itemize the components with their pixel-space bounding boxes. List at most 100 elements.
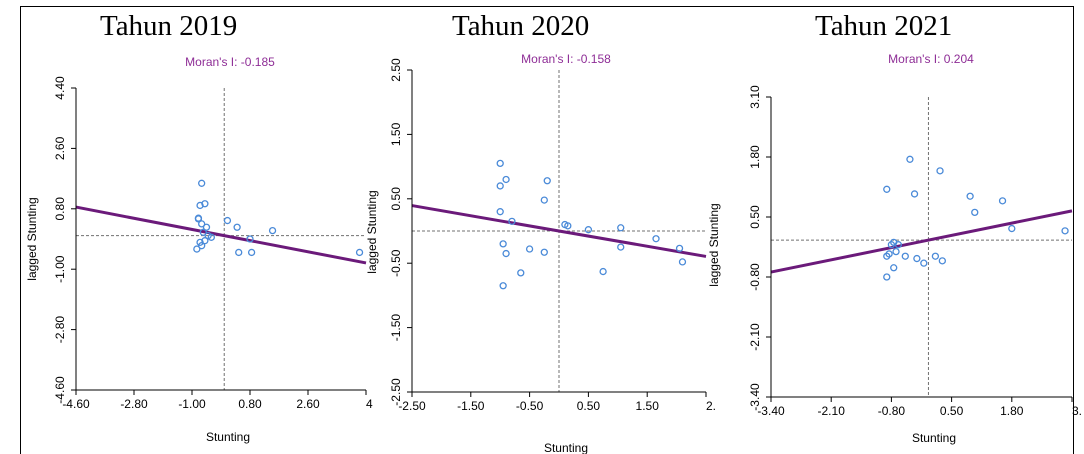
p3-data-point — [1061, 227, 1069, 235]
p2-data-point — [617, 243, 625, 251]
p2-data-point — [543, 177, 551, 185]
p3-data-point — [920, 259, 928, 267]
p3-y-tick-label: 1.80 — [748, 145, 762, 169]
p2-data-point — [525, 245, 534, 253]
p1-x-tick-label: -2.80 — [120, 397, 148, 411]
p2-x-tick-label: -2.50 — [398, 399, 426, 413]
frame-left-border — [20, 6, 21, 454]
p1-data-point — [235, 248, 243, 257]
p1-y-axis-label: lagged Stunting — [25, 197, 39, 280]
p1-data-point — [199, 228, 207, 236]
panel-title-2021: Tahun 2021 — [815, 10, 953, 42]
p2-data-point — [675, 244, 684, 253]
p2-data-point — [517, 269, 525, 277]
p2-data-point — [652, 235, 660, 243]
p2-data-point — [496, 182, 504, 190]
p1-y-tick-label: 0.80 — [53, 197, 67, 221]
p2-data-point — [499, 240, 507, 248]
p1-data-point — [201, 200, 209, 208]
p3-data-point — [913, 254, 921, 263]
p2-y-axis-label: lagged Stunting — [365, 190, 379, 273]
p1-regression-line — [75, 205, 367, 265]
p1-data-point — [202, 223, 211, 231]
p2-data-point — [499, 282, 507, 290]
p3-data-point — [894, 241, 902, 249]
p3-x-tick-label: -3.40 — [757, 404, 785, 418]
panel-title-2019: Tahun 2019 — [100, 10, 238, 42]
p3-y-tick-label: 3.10 — [748, 85, 762, 109]
p1-y-tick-label: 2.60 — [53, 136, 67, 160]
p2-y-tick-label: 2.50 — [389, 58, 403, 82]
p3-data-point — [931, 252, 940, 260]
p3-y-axis-label: lagged Stunting — [707, 203, 721, 286]
p3-data-point — [938, 257, 946, 265]
p1-data-point — [223, 216, 232, 225]
p3-data-point — [936, 167, 944, 175]
p3-data-point — [883, 185, 891, 193]
p3-regression-line — [770, 209, 1073, 274]
p2-data-point — [496, 208, 504, 216]
p1-data-point — [198, 242, 206, 250]
frame-right-border — [1073, 6, 1074, 454]
p2-data-point — [678, 258, 687, 266]
p3-data-point — [910, 190, 919, 198]
p3-data-point — [966, 192, 974, 200]
p3-x-tick-label: 0.50 — [940, 404, 964, 418]
p2-x-tick-label: -0.50 — [516, 399, 544, 413]
p1-morans-i-title: Moran's I: -0.185 — [185, 55, 275, 69]
p2-data-point — [496, 159, 504, 168]
p2-data-point — [564, 222, 572, 230]
p3-x-tick-label: -0.80 — [878, 404, 906, 418]
p3-data-point — [890, 264, 898, 272]
p3-data-point — [885, 250, 893, 258]
p3-y-tick-label: -2.10 — [748, 323, 762, 351]
frame-top-border — [20, 6, 1074, 7]
p2-morans-i-title: Moran's I: -0.158 — [521, 52, 611, 66]
p1-data-point — [246, 235, 254, 243]
p1-x-tick-label: 2.60 — [296, 397, 320, 411]
p1-data-point — [194, 215, 203, 223]
p2-data-point — [540, 248, 548, 256]
p2-y-tick-label: -0.50 — [389, 249, 403, 277]
p1-data-point — [193, 245, 201, 253]
p2-data-point — [508, 217, 516, 225]
p1-data-point — [198, 179, 206, 187]
p3-morans-i-title: Moran's I: 0.204 — [888, 52, 974, 66]
p3-y-tick-label: 0.50 — [748, 205, 762, 229]
p1-x-axis-label: Stunting — [206, 430, 250, 444]
p2-x-tick-label: -1.50 — [457, 399, 485, 413]
p2-data-point — [584, 226, 593, 234]
p3-data-point — [901, 252, 909, 260]
p1-data-point — [247, 248, 256, 257]
p2-data-point — [540, 196, 548, 204]
p2-data-point — [599, 267, 607, 276]
p2-data-point — [502, 249, 510, 258]
p2-y-tick-label: 1.50 — [389, 122, 403, 146]
p1-data-point — [355, 248, 364, 257]
p2-x-tick-label: 2. — [706, 399, 716, 413]
p1-y-tick-label: -2.80 — [53, 316, 67, 344]
p3-data-point — [971, 208, 979, 217]
p1-y-tick-label: -4.60 — [53, 376, 67, 404]
p1-x-tick-label: 0.80 — [238, 397, 262, 411]
p3-y-tick-label: -3.40 — [748, 383, 762, 411]
p3-data-point — [1008, 224, 1016, 233]
p2-regression-line — [411, 204, 707, 258]
p3-data-point — [892, 247, 900, 256]
p3-data-point — [906, 155, 914, 163]
p3-x-tick-label: 3. — [1072, 404, 1082, 418]
p2-y-tick-label: 0.50 — [389, 187, 403, 211]
p1-data-point — [198, 220, 206, 228]
p3-y-tick-label: -0.80 — [748, 263, 762, 291]
p1-data-point — [196, 201, 204, 210]
panel-title-2020: Tahun 2020 — [452, 10, 590, 42]
p2-x-tick-label: 1.50 — [636, 399, 660, 413]
p3-x-tick-label: 1.80 — [1000, 404, 1024, 418]
p1-y-tick-label: 4.40 — [53, 76, 67, 100]
p3-x-axis-label: Stunting — [912, 431, 956, 445]
p2-y-tick-label: -2.50 — [389, 378, 403, 406]
p1-data-point — [268, 226, 277, 235]
p2-data-point — [617, 224, 625, 232]
p2-y-tick-label: -1.50 — [389, 314, 403, 342]
